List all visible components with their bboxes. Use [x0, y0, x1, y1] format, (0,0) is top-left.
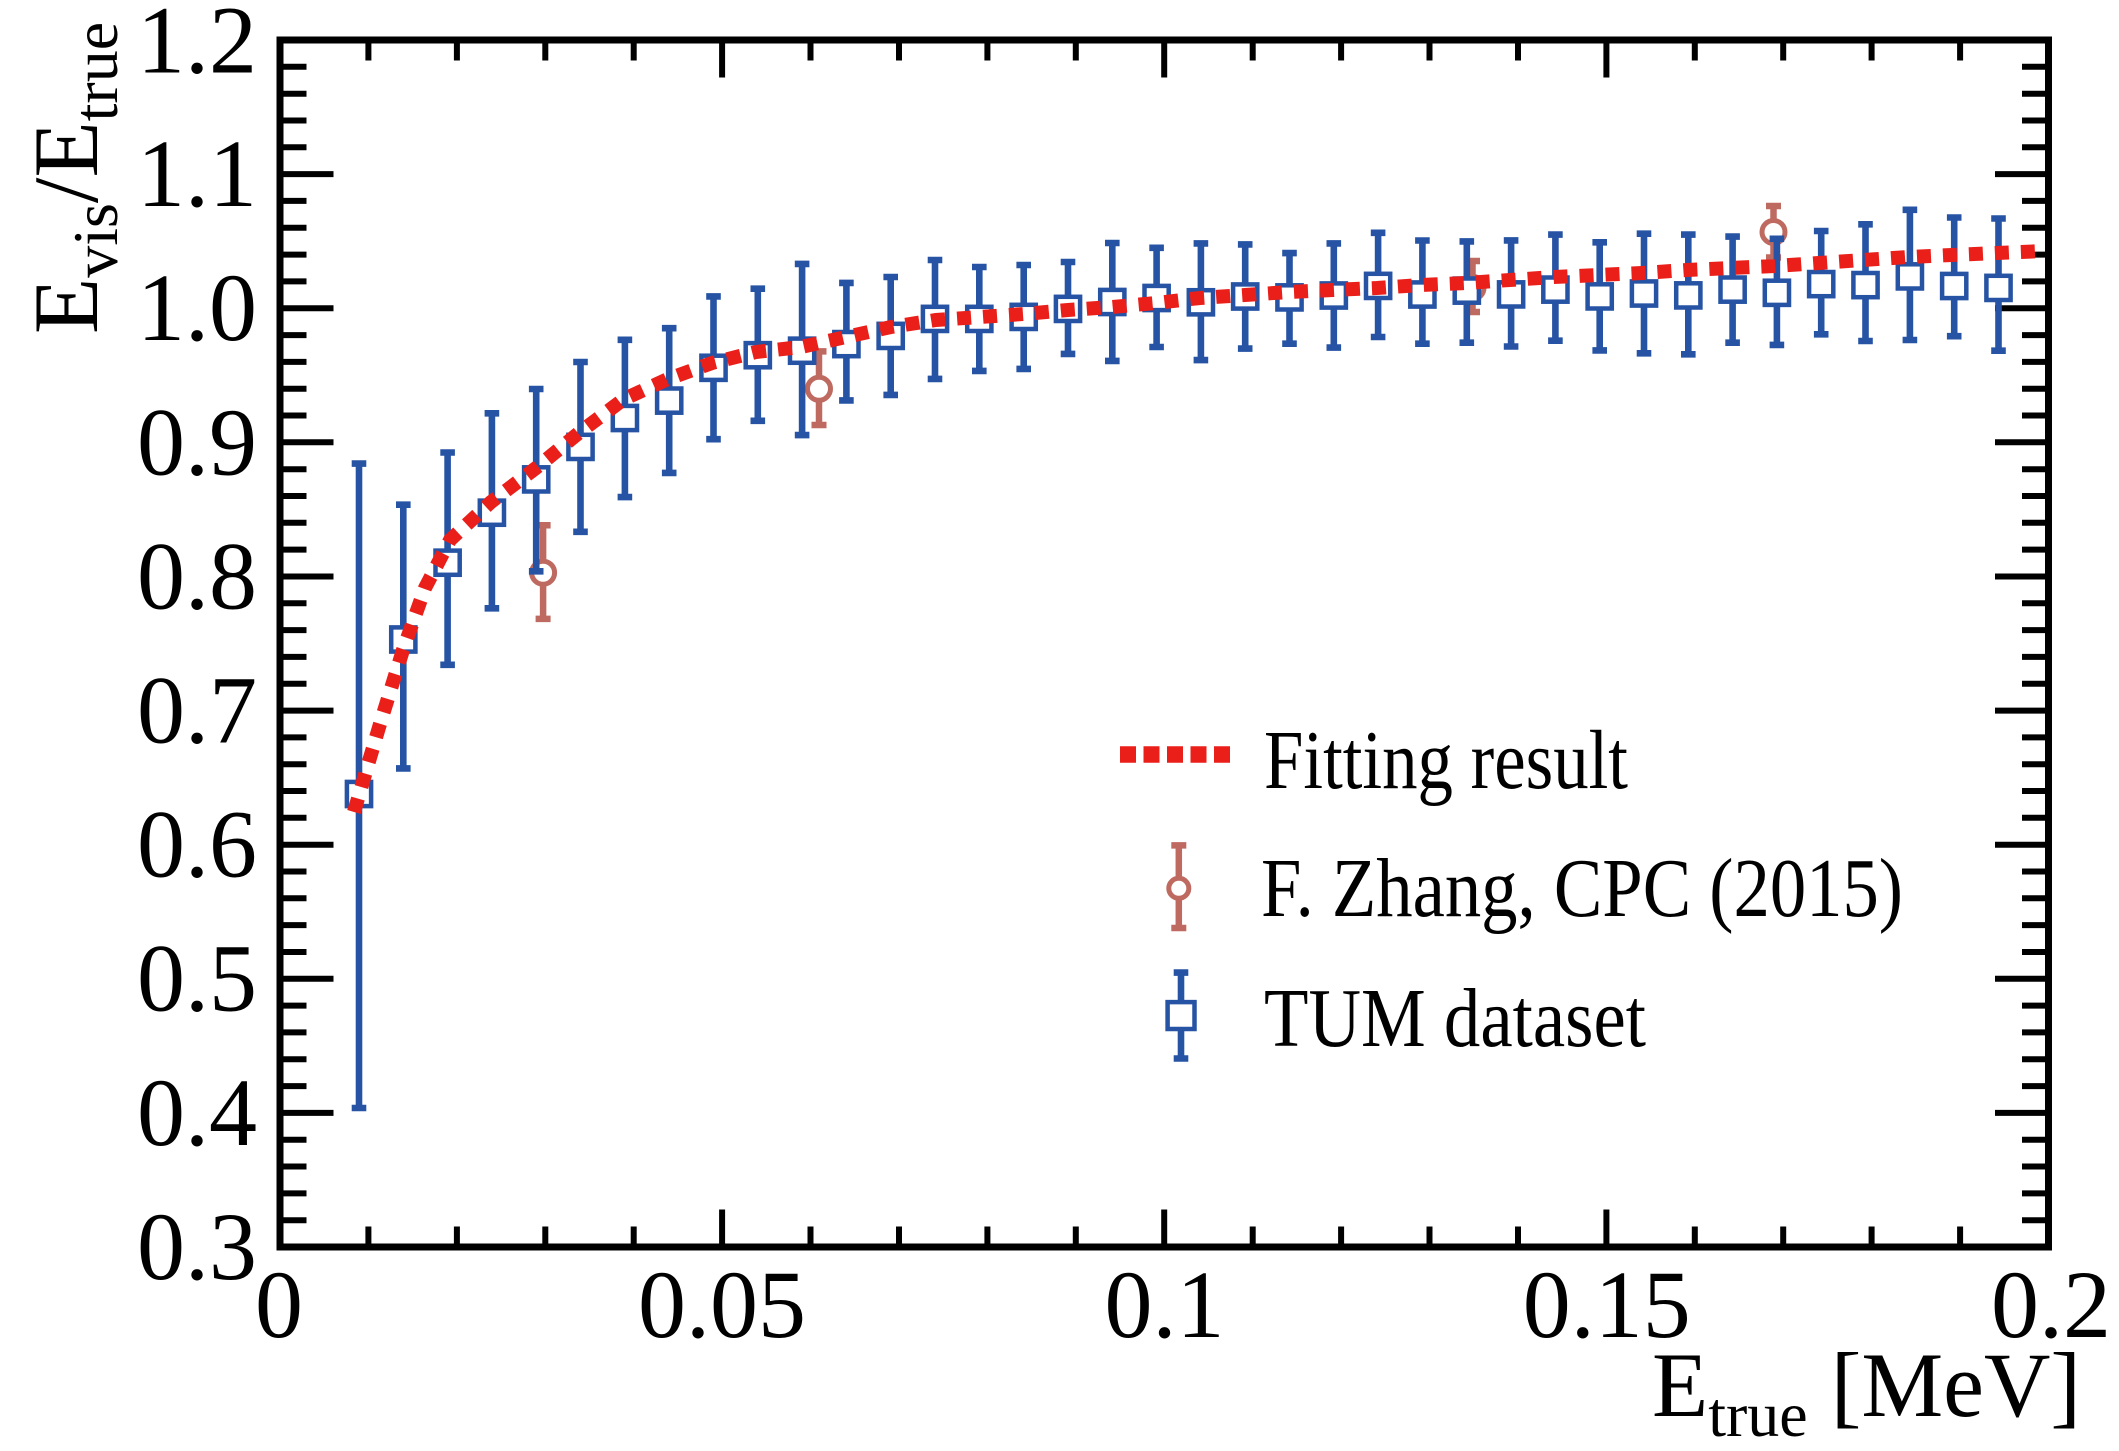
svg-text:0.9: 0.9	[137, 388, 257, 495]
svg-text:F. Zhang, CPC (2015): F. Zhang, CPC (2015)	[1261, 842, 1903, 935]
svg-text:1.0: 1.0	[137, 254, 257, 361]
svg-text:1.1: 1.1	[137, 120, 257, 227]
svg-text:0.8: 0.8	[137, 523, 257, 630]
svg-text:Fitting result: Fitting result	[1264, 714, 1628, 807]
svg-text:0.7: 0.7	[137, 657, 257, 764]
svg-text:0.6: 0.6	[137, 791, 257, 898]
svg-text:0.1: 0.1	[1105, 1251, 1225, 1358]
svg-text:0: 0	[255, 1251, 303, 1358]
svg-text:0.05: 0.05	[638, 1251, 806, 1358]
svg-text:0.2: 0.2	[1991, 1251, 2111, 1358]
svg-text:0.5: 0.5	[137, 925, 257, 1032]
svg-text:0.3: 0.3	[137, 1193, 257, 1300]
svg-text:1.2: 1.2	[137, 0, 257, 93]
svg-text:0.15: 0.15	[1523, 1251, 1691, 1358]
svg-text:0.4: 0.4	[137, 1059, 257, 1166]
svg-text:TUM dataset: TUM dataset	[1264, 972, 1646, 1065]
svg-text:Etrue [MeV]: Etrue [MeV]	[1652, 1334, 2081, 1450]
